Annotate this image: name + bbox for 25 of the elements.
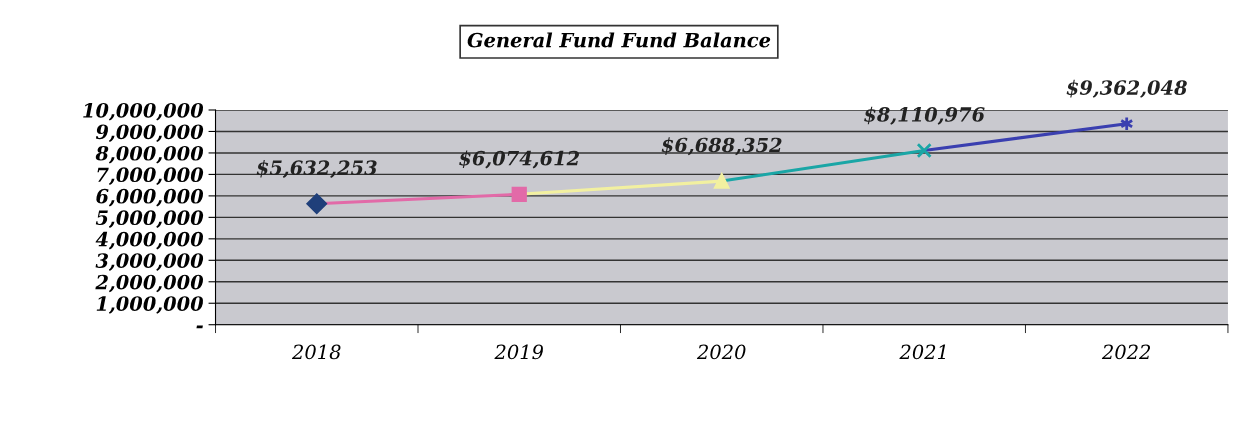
x-tick-label: 2019 [494,344,544,360]
y-tick-label: 1,000,000 [96,296,204,314]
y-tick-label: 9,000,000 [95,124,204,143]
y-tick-label: 5,000,000 [95,210,204,228]
point [916,142,932,159]
y-tick-label: - [196,325,203,329]
y-tick-label: 3,000,000 [95,253,204,271]
chart-title: General Fund Fund Balance [467,32,771,48]
y-tick-label: 2,000,000 [95,274,204,293]
data-label: $8,110,976 [864,106,985,125]
x-tick-label: 2022 [1101,344,1151,360]
x-tick-label: 2018 [291,344,341,360]
y-tick-label: 8,000,000 [95,145,204,164]
x-tick-label: 2020 [696,344,746,360]
data-label: $6,688,352 [661,137,782,156]
point [714,173,730,189]
x-tick-label: 2021 [899,344,946,360]
y-tick-label: 6,000,000 [96,188,204,207]
data-label: $9,362,048 [1066,79,1187,98]
y-tick-label: 10,000,000 [83,102,204,121]
y-tick-label: 7,000,000 [97,167,204,186]
y-tick-label: 4,000,000 [95,231,204,250]
data-label: $5,632,253 [256,159,377,178]
data-label: $6,074,612 [459,150,580,169]
point [511,186,527,202]
